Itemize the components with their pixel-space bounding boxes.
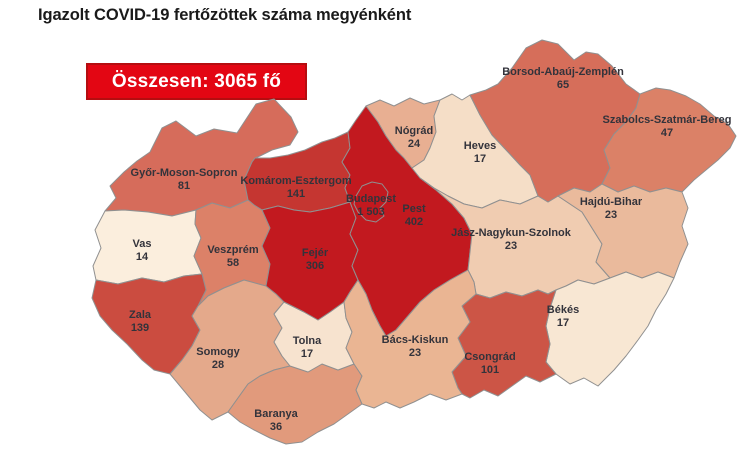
county-label-baranya: Baranya [254,408,298,420]
county-value-fejer: 306 [306,260,324,272]
county-bacs [343,269,477,409]
county-value-tolna: 17 [301,348,313,360]
county-label-bekes: Békés [547,304,579,316]
county-value-bacs: 23 [409,347,421,359]
county-value-baranya: 36 [270,421,282,433]
county-budapest [353,181,389,223]
county-label-nograd: Nógrád [395,125,434,137]
county-label-fejer: Fejér [302,247,329,259]
county-value-heves: 17 [474,153,486,165]
county-value-vas: 14 [136,251,149,263]
county-label-jasz: Jász-Nagykun-Szolnok [451,227,572,239]
page-title: Igazolt COVID-19 fertőzöttek száma megyé… [38,6,412,24]
county-value-zala: 139 [131,322,149,334]
county-csongrad [451,289,557,399]
county-value-szabolcs: 47 [661,127,673,139]
county-label-tolna: Tolna [293,335,322,347]
county-value-veszprem: 58 [227,257,239,269]
county-value-nograd: 24 [408,138,421,150]
county-label-hajdu: Hajdú-Bihar [580,196,643,208]
county-label-budapest: Budapest [346,193,396,205]
county-label-gyor: Győr-Moson-Sopron [131,167,238,179]
county-label-somogy: Somogy [196,346,240,358]
county-label-pest: Pest [402,203,426,215]
county-label-zala: Zala [129,309,152,321]
county-value-budapest: 1 503 [357,206,385,218]
county-value-bekes: 17 [557,317,569,329]
county-szabolcs [601,87,737,193]
county-label-csongrad: Csongrád [464,351,515,363]
total-summary-label: Összesen: 3065 fő [111,70,282,92]
county-value-somogy: 28 [212,359,224,371]
county-value-borsod: 65 [557,79,569,91]
county-value-hajdu: 23 [605,209,617,221]
county-label-komarom: Komárom-Esztergom [240,175,351,187]
county-hajdu [557,183,689,279]
county-bekes [545,271,675,387]
county-label-veszprem: Veszprém [207,244,259,256]
county-label-heves: Heves [464,140,496,152]
total-summary-box: Összesen: 3065 fő [86,63,307,100]
county-label-vas: Vas [133,238,152,250]
county-value-komarom: 141 [287,188,305,200]
county-label-borsod: Borsod-Abaúj-Zemplén [502,66,624,78]
county-value-pest: 402 [405,216,423,228]
county-value-gyor: 81 [178,180,190,192]
county-value-csongrad: 101 [481,364,499,376]
county-label-szabolcs: Szabolcs-Szatmár-Bereg [603,114,732,126]
county-label-bacs: Bács-Kiskun [382,334,449,346]
county-value-jasz: 23 [505,240,517,252]
